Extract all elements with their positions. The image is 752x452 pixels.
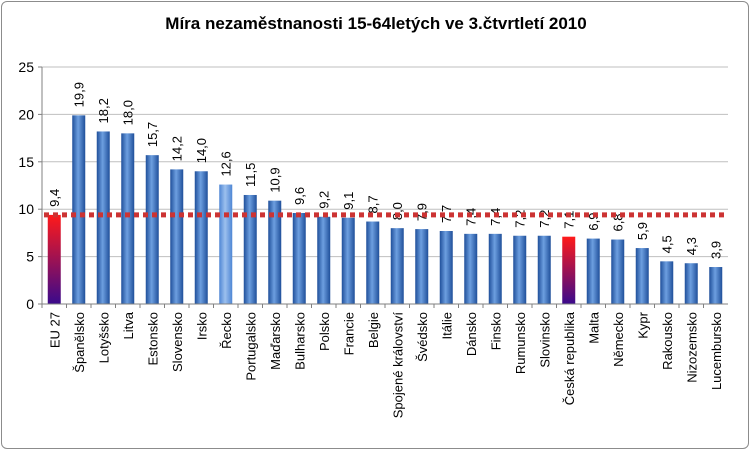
bar (709, 267, 723, 304)
category-label: Slovensko (170, 312, 185, 372)
category-label: Polsko (317, 312, 332, 351)
data-label: 7,1 (562, 211, 577, 229)
bar (415, 229, 429, 304)
category-label: Česká republika (562, 311, 577, 405)
bar (243, 194, 257, 304)
data-label: 7,7 (439, 205, 454, 223)
category-label: Lotyšsko (96, 312, 111, 363)
data-label: 3,9 (709, 241, 724, 259)
data-label: 19,9 (72, 82, 87, 107)
bar (47, 214, 61, 304)
category-label: Finsko (488, 312, 503, 350)
data-label: 7,9 (415, 203, 430, 221)
category-label: Maďarsko (268, 312, 283, 370)
category-label: Francie (341, 312, 356, 355)
data-label: 7,2 (537, 210, 552, 228)
category-label: Spojené království (390, 312, 405, 419)
data-label: 7,2 (513, 210, 528, 228)
bar (611, 239, 625, 304)
bar (562, 236, 576, 304)
bar (268, 200, 282, 304)
data-label: 12,6 (219, 151, 234, 176)
bar (684, 263, 698, 304)
category-label: Slovinsko (537, 312, 552, 368)
y-tick-label: 25 (18, 59, 34, 75)
bar (121, 133, 135, 304)
bar (194, 171, 208, 304)
bar (660, 261, 674, 304)
category-label: Švédsko (415, 312, 430, 362)
category-label: Německo (611, 312, 626, 367)
category-label: Španělsko (72, 312, 87, 373)
data-label: 18,0 (121, 100, 136, 125)
category-label: Rakousko (660, 312, 675, 370)
category-label: Dánsko (464, 312, 479, 356)
category-label: Malta (586, 311, 601, 344)
category-label: Irsko (194, 312, 209, 340)
bar (537, 235, 551, 304)
data-label: 9,1 (341, 192, 356, 210)
category-label: Belgie (366, 312, 381, 348)
category-label: Estonsko (145, 312, 160, 365)
category-label: Bulharsko (292, 312, 307, 370)
data-label: 14,0 (194, 138, 209, 163)
bar (96, 131, 110, 304)
data-label: 9,6 (292, 187, 307, 205)
category-label: Portugalsko (243, 312, 258, 381)
bar (145, 155, 159, 304)
bar (586, 238, 600, 304)
data-label: 4,5 (660, 235, 675, 253)
category-label: Řecko (219, 312, 234, 349)
data-label: 10,9 (268, 167, 283, 192)
data-label: 6,8 (611, 213, 626, 231)
category-label: Lucembursko (709, 312, 724, 390)
bar (341, 217, 355, 304)
chart-title: Míra nezaměstnanosti 15-64letých ve 3.čt… (165, 14, 587, 33)
y-tick-label: 0 (26, 296, 34, 312)
data-label: 9,2 (317, 191, 332, 209)
bar (219, 184, 233, 304)
y-tick-label: 5 (26, 249, 34, 265)
data-label: 5,9 (635, 222, 650, 240)
data-label: 9,4 (47, 189, 62, 207)
bar (513, 235, 527, 304)
bar (72, 115, 86, 305)
bar (170, 169, 184, 304)
data-label: 4,3 (684, 237, 699, 255)
bar (292, 212, 306, 304)
data-label: 18,2 (96, 98, 111, 123)
category-label: Rumunsko (513, 312, 528, 374)
y-tick-label: 20 (18, 106, 34, 122)
bar (439, 231, 453, 304)
data-label: 11,5 (243, 163, 258, 187)
bar (488, 233, 502, 304)
data-label: 14,2 (170, 136, 185, 161)
data-label: 15,7 (145, 122, 160, 147)
data-label: 8,7 (366, 195, 381, 213)
data-label: 8,0 (390, 202, 405, 220)
y-tick-label: 15 (18, 154, 34, 170)
bar (635, 248, 649, 304)
category-label: Itálie (439, 312, 454, 339)
bar (317, 216, 331, 304)
bar (366, 221, 380, 304)
category-label: Kypr (635, 311, 650, 338)
category-label: Litva (121, 311, 136, 339)
y-tick-label: 10 (18, 201, 34, 217)
category-label: Nizozemsko (684, 312, 699, 383)
category-label: EU 27 (47, 312, 62, 348)
bar (390, 228, 404, 304)
bar (464, 233, 478, 304)
